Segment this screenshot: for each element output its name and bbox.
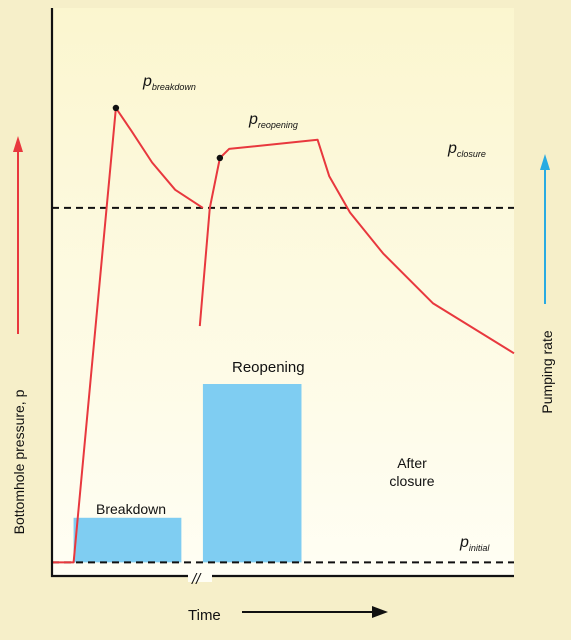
left-axis-label: Bottomhole pressure, p [11, 389, 27, 534]
p-closure-label: pclosure [447, 140, 486, 159]
x-axis-title: Time [188, 606, 388, 624]
p-breakdown-label: pbreakdown [142, 73, 196, 92]
bar-label-breakdown: Breakdown [96, 501, 166, 517]
x-axis-arrowhead [372, 606, 388, 618]
p-initial-subscript: initial [469, 543, 491, 553]
pressure-series [52, 107, 515, 564]
p-initial-label: pinitial [459, 534, 490, 553]
left-axis-title: Bottomhole pressure, p [11, 136, 27, 534]
after-closure-label: After closure [389, 455, 434, 489]
p-closure-subscript: closure [457, 149, 486, 159]
right-axis-arrowhead [540, 154, 550, 170]
pumping-rate-bar-breakdown [73, 517, 182, 563]
p-reopening-subscript: reopening [258, 120, 298, 130]
plot-frame [50, 8, 514, 578]
axis-break-mark: // [191, 571, 202, 588]
pumping-rate-bar-reopening [202, 384, 302, 563]
pressure-line-segment-1 [52, 107, 204, 564]
right-axis-label: Pumping rate [539, 330, 555, 413]
point-markers [112, 104, 224, 162]
p-breakdown-subscript: breakdown [152, 82, 196, 92]
reference-lines [52, 206, 514, 564]
axis-break-gap [188, 568, 212, 582]
x-axis-label: Time [188, 607, 221, 624]
bar-label-reopening: Reopening [232, 359, 305, 376]
p-reopening-label: preopening [248, 111, 298, 130]
point-marker-p-breakdown [112, 104, 120, 112]
pressure-line-segment-2 [198, 138, 515, 355]
point-marker-p-reopening [216, 154, 224, 162]
pumping-rate-bars [73, 384, 302, 563]
left-axis-arrowhead [13, 136, 23, 152]
right-axis-title: Pumping rate [539, 154, 555, 414]
